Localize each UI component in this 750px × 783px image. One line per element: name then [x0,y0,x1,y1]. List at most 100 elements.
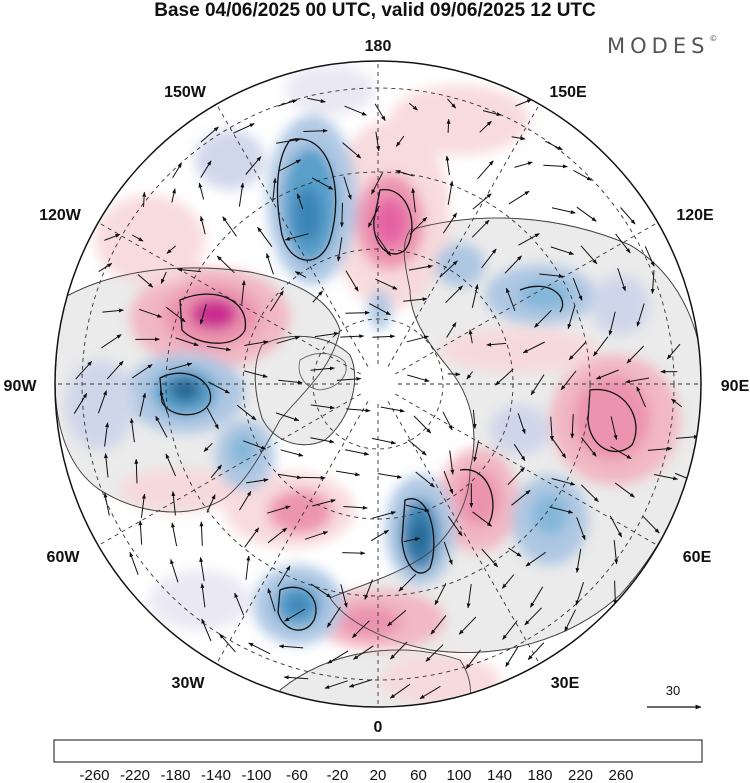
wind-vector [171,188,176,203]
wind-vector [593,336,609,357]
wind-vector [613,580,618,606]
wind-vector [210,464,222,479]
wind-vector [615,233,631,254]
wind-vector [103,453,109,478]
wind-vector [138,308,163,318]
wind-vector [434,583,447,606]
label-180: 180 [365,38,392,55]
colorbar-tick-label: 20 [370,767,387,783]
wind-vector [372,511,397,519]
wind-vector [165,306,186,323]
label-120w: 120W [39,207,82,224]
wind-vector [430,615,447,635]
anomaly-pos-atlantic-south [120,468,240,512]
anomaly-pos-alaska-west [95,195,205,285]
colorbar-tick-label: -180 [160,767,190,783]
wind-vector [551,438,567,459]
wind-vector [481,548,498,568]
wind-vector [504,255,522,274]
wind-vector [200,583,206,608]
wind-vector [403,537,421,543]
colorbar-tick-label: -60 [286,767,308,783]
wind-vector [482,110,502,116]
wind-vector [387,610,407,627]
wind-vector [201,618,212,642]
wind-vector [644,246,655,267]
wind-vector [199,304,207,325]
wind-vector [343,505,368,510]
wind-vector [312,290,323,303]
wind-vector [165,453,176,477]
wind-vector [352,645,374,660]
wind-vector [198,182,205,200]
wind-vector [513,443,526,462]
wind-vector [367,205,380,228]
wind-vector [159,390,169,414]
coastlines [55,217,701,707]
wind-vector [439,260,458,278]
meridian-line [98,393,361,546]
wind-vector [549,506,574,514]
wind-vector [447,516,463,537]
wind-vector [301,475,326,480]
wind-vector [269,290,284,312]
wind-vector [129,551,139,575]
wind-vector [517,413,526,435]
wind-vector [458,616,477,635]
wind-vector [311,177,334,190]
wind-vector [442,212,458,234]
wind-vector [425,644,444,662]
wind-vector [567,305,576,330]
colorbar-tick-label: 180 [527,767,552,783]
wind-vector [518,233,540,246]
wind-vector [132,364,153,379]
brand-mark: © [709,34,718,43]
wind-vector [446,322,457,338]
wind-vector [175,337,199,346]
wind-vector [610,416,618,441]
wind-vector [267,527,288,544]
wind-vector [580,484,599,503]
wind-vector [505,645,519,668]
wind-vector [314,331,340,338]
wind-vector [244,527,260,548]
colorbar: -260 -220 -180 -140 -100 -60 -20 20 60 100 140 180 2… [53,739,703,783]
wind-vector [446,118,451,133]
wind-vector [411,187,416,213]
wind-vector [336,376,362,381]
wind-vector [543,164,568,169]
wind-vector [222,216,237,237]
wind-vector [443,541,453,565]
wind-vector [617,268,626,292]
wind-vector [303,128,328,133]
wind-vector [370,529,390,542]
wind-vector [465,649,481,670]
wind-vector [239,490,252,511]
wind-vector [352,620,370,638]
wind-vector [327,650,349,664]
wind-vector [324,680,348,689]
wind-vector [626,345,645,364]
wind-vector [471,284,479,309]
wind-vector [395,135,405,147]
wind-vector [501,574,515,589]
wind-vector [277,565,291,587]
wind-vector [304,531,329,540]
wind-vector [408,264,433,271]
label-150w: 150W [164,84,207,101]
wind-vector [199,556,205,582]
wind-vector [445,155,450,176]
label-30e: 30E [551,675,580,692]
wind-vector [272,177,277,203]
wind-vector [238,182,245,207]
wind-vector [403,297,428,302]
wind-vector [375,131,381,152]
wind-vector [241,280,246,305]
wind-vector [244,340,269,346]
wind-vector [208,381,230,394]
wind-vector [576,517,586,541]
colorbar-tick-label: -100 [241,767,271,783]
wind-vector [326,606,341,628]
wind-vector [389,683,411,699]
meridian-line [216,401,369,664]
